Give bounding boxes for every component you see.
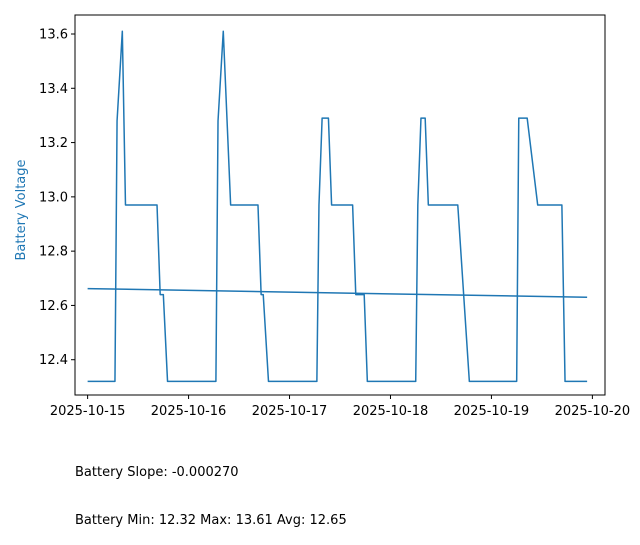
y-tick-label: 12.8 <box>39 245 68 260</box>
x-tick-label: 2025-10-16 <box>151 404 227 419</box>
y-tick-label: 13.2 <box>39 136 68 151</box>
y-tick-label: 12.4 <box>39 353 68 368</box>
y-tick-label: 12.6 <box>39 299 68 314</box>
slope-text: Battery Slope: -0.000270 <box>75 465 239 480</box>
voltage-series-line <box>87 30 588 383</box>
y-tick-label: 13.4 <box>39 82 68 97</box>
trend-line <box>87 287 588 299</box>
x-tick-label: 2025-10-20 <box>555 404 631 419</box>
x-tick-label: 2025-10-19 <box>454 404 530 419</box>
chart-marks: 2025-10-15 2025-10-16 2025-10-17 2025-10-18… <box>39 28 630 420</box>
stats-block: Battery Slope: -0.000270 Battery Min: 12… <box>75 433 347 545</box>
x-tick-label: 2025-10-18 <box>353 404 429 419</box>
y-axis-label: Battery Voltage <box>14 159 29 260</box>
y-tick-label: 13.6 <box>39 28 68 43</box>
x-tick-label: 2025-10-15 <box>50 404 126 419</box>
battery-voltage-chart: 2025-10-15 2025-10-16 2025-10-17 2025-10-18… <box>14 14 630 420</box>
summary-text: Battery Min: 12.32 Max: 13.61 Avg: 12.65 <box>75 513 347 528</box>
x-tick-label: 2025-10-17 <box>252 404 328 419</box>
y-tick-label: 13.0 <box>39 190 68 205</box>
